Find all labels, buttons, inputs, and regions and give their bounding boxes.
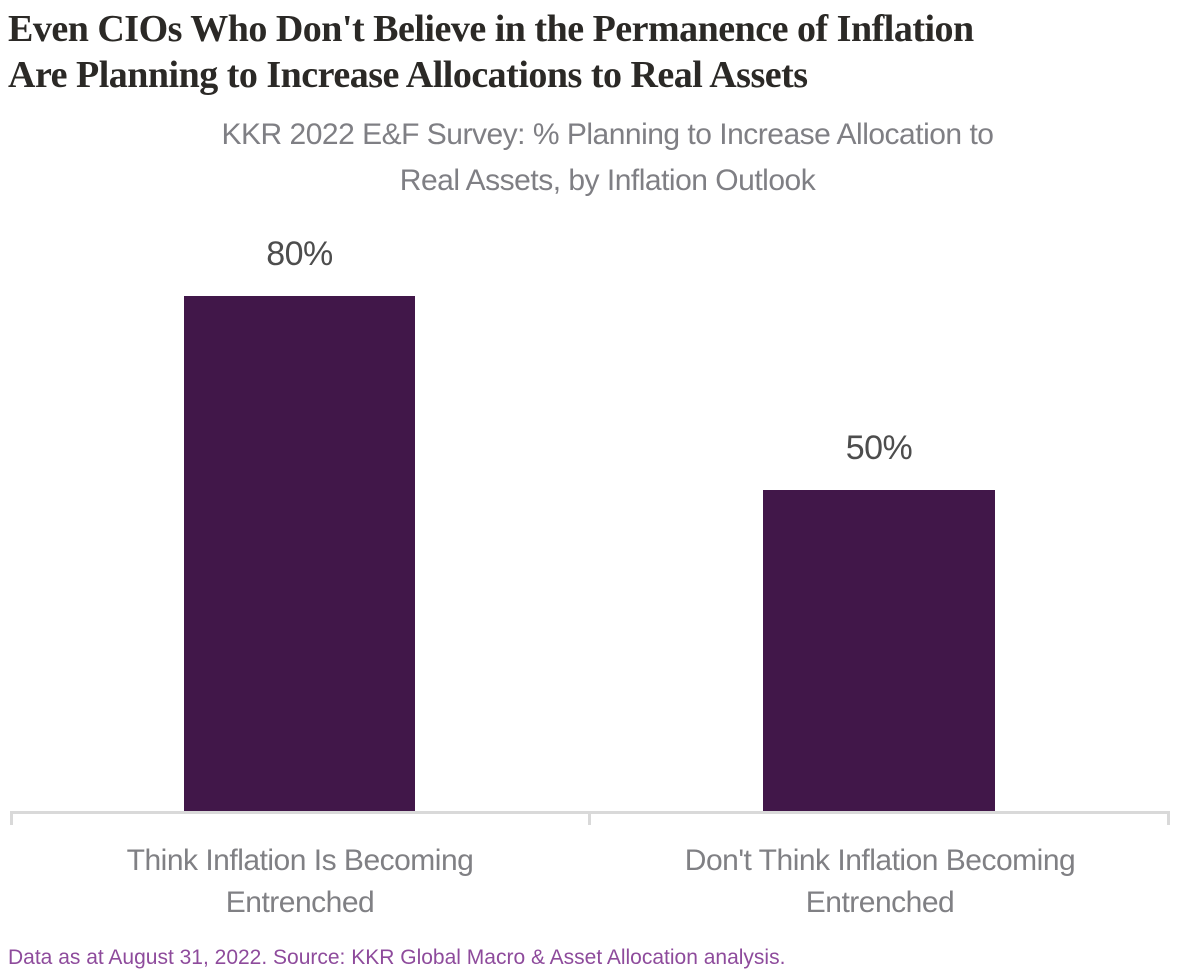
source-footnote: Data as at August 31, 2022. Source: KKR …: [8, 946, 786, 969]
chart-subtitle-line1: KKR 2022 E&F Survey: % Planning to Incre…: [221, 118, 994, 151]
x-axis-category-label-dont-think-entrenched: Don't Think Inflation Becoming Entrenched: [660, 840, 1100, 924]
category-label-line1: Don't Think Inflation Becoming: [684, 844, 1076, 877]
category-label-line2: Entrenched: [225, 886, 375, 919]
category-label-line1: Think Inflation Is Becoming: [126, 844, 474, 877]
bar-dont-think-inflation-entrenched: [763, 490, 995, 813]
chart-headline-line1: Even CIOs Who Don't Believe in the Perma…: [8, 8, 974, 50]
x-axis-category-label-think-entrenched: Think Inflation Is Becoming Entrenched: [85, 840, 515, 924]
bar-think-inflation-entrenched: [184, 296, 415, 813]
chart-subtitle-line2: Real Assets, by Inflation Outlook: [399, 164, 816, 197]
x-axis-tick-center: [588, 811, 591, 825]
chart-headline-line2: Are Planning to Increase Allocations to …: [8, 54, 808, 96]
x-axis-tick-left: [10, 811, 13, 825]
bar-value-label-dont-think-entrenched: 50%: [845, 429, 913, 467]
bar-chart-plot-area: 80% 50%: [184, 235, 995, 813]
bar-value-label-think-entrenched: 80%: [266, 235, 333, 273]
x-axis-tick-right: [1167, 811, 1170, 825]
category-label-line2: Entrenched: [805, 886, 955, 919]
chart-headline: Even CIOs Who Don't Believe in the Perma…: [8, 6, 974, 98]
chart-subtitle: KKR 2022 E&F Survey: % Planning to Incre…: [34, 112, 1181, 204]
